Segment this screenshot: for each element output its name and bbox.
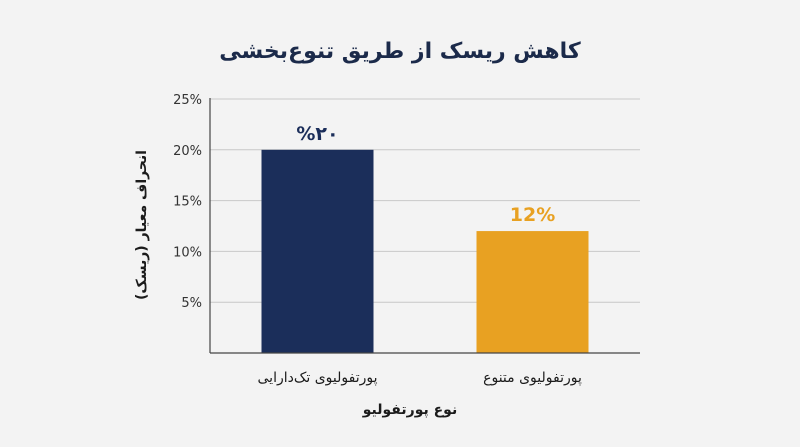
- y-tick-label: 5%: [181, 296, 202, 311]
- y-axis-label: انحراف معیار (ریسک): [134, 150, 150, 300]
- chart-title: کاهش ریسک از طریق تنوع‌بخشی: [219, 39, 581, 64]
- y-tick-label: 15%: [173, 195, 202, 210]
- x-axis-label: نوع پورتفولیو: [362, 402, 457, 418]
- axes: [209, 98, 640, 354]
- bar: [476, 231, 589, 353]
- x-category-label: پورتفولیوی متنوع: [483, 370, 582, 386]
- y-tick-label: 25%: [173, 93, 202, 108]
- x-category-label: پورتفولیوی تک‌دارایی: [258, 370, 378, 386]
- x-category-labels: پورتفولیوی تک‌دارایی پورتفولیوی متنوع: [258, 370, 582, 386]
- y-tick-label: 20%: [173, 144, 202, 159]
- bars: [261, 149, 589, 353]
- y-tick-labels: 5% 10% 15% 20% 25%: [173, 93, 202, 311]
- data-labels: %۲۰ 12%: [296, 123, 555, 226]
- data-label: 12%: [510, 204, 555, 226]
- y-tick-label: 10%: [173, 245, 202, 260]
- bar: [261, 149, 374, 353]
- data-label: %۲۰: [296, 123, 338, 145]
